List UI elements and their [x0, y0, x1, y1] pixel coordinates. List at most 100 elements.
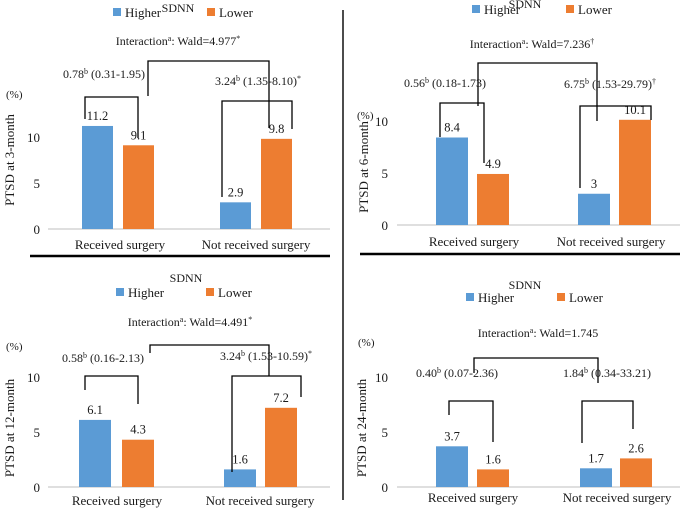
bar-higher-received [436, 446, 468, 487]
y-tick-label: 0 [34, 480, 41, 495]
category-label-not-received: Not received surgery [206, 493, 315, 508]
not-received-surgery-annotation: 1.84b (0.34-33.21) [563, 366, 651, 381]
legend-swatch-lower [557, 293, 565, 301]
data-label-higher-received: 6.1 [87, 403, 103, 417]
not-received-surgery-bracket [231, 375, 302, 472]
legend-label-higher: Higher [484, 2, 521, 17]
y-tick-label: 5 [34, 176, 41, 191]
y-tick-label: 10 [375, 370, 388, 385]
received-surgery-annotation: 0.78b (0.31-1.95) [63, 67, 145, 82]
not-received-surgery-bracket [221, 100, 293, 197]
category-label-received: Received surgery [428, 490, 519, 505]
y-unit-label: (%) [6, 89, 23, 101]
bar-lower-not-received [619, 119, 651, 225]
y-tick-label: 0 [382, 480, 389, 495]
bar-lower-received [477, 173, 509, 225]
data-label-higher-received: 3.7 [444, 429, 460, 443]
legend-swatch-higher [472, 5, 480, 13]
category-label-received: Received surgery [429, 234, 520, 249]
y-unit-label: (%) [357, 110, 374, 122]
y-tick-label: 5 [382, 425, 389, 440]
received-surgery-annotation: 0.56b (0.18-1.73) [404, 76, 486, 91]
data-label-lower-not-received: 2.6 [628, 441, 644, 455]
bar-higher-received [436, 137, 468, 225]
data-label-higher-received: 8.4 [444, 121, 460, 135]
bar-lower-not-received [261, 138, 292, 229]
y-tick-label: 0 [382, 218, 389, 233]
data-label-higher-not-received: 2.9 [228, 185, 244, 199]
interaction-annotation: Interactiona: Wald=4.491* [128, 315, 252, 330]
bar-lower-received [123, 145, 154, 229]
data-label-lower-not-received: 10.1 [624, 103, 646, 117]
bar-lower-received [477, 469, 509, 487]
y-tick-label: 10 [27, 130, 40, 145]
interaction-annotation: Interactiona: Wald=7.236† [470, 37, 594, 52]
data-label-lower-not-received: 9.8 [269, 122, 285, 136]
data-label-higher-not-received: 1.7 [588, 451, 604, 465]
not-received-surgery-annotation: 3.24b (1.35-8.10)* [215, 74, 301, 89]
data-label-higher-not-received: 1.6 [232, 452, 248, 466]
category-label-received: Received surgery [75, 237, 166, 252]
data-label-higher-received: 11.2 [87, 109, 108, 123]
category-label-not-received: Not received surgery [557, 234, 666, 249]
y-axis-label: PTSD at 3-month [2, 114, 17, 206]
bar-higher-received [79, 419, 111, 487]
legend-title: SDNN [170, 271, 203, 285]
bar-higher-not-received [220, 202, 251, 229]
y-unit-label: (%) [358, 337, 375, 349]
y-axis-label: PTSD at 6-month [356, 121, 371, 213]
data-label-lower-not-received: 7.2 [273, 391, 289, 405]
not-received-surgery-annotation: 3.24b (1.53-10.59)* [220, 349, 312, 364]
legend-label-lower: Lower [578, 2, 613, 17]
data-label-higher-not-received: 3 [591, 177, 597, 191]
received-surgery-annotation: 0.40b (0.07-2.36) [416, 366, 498, 381]
received-surgery-bracket [439, 102, 485, 163]
panel-3: SDNN Higher Lower 0 5 10 (%) PTSD at 12-month 6.… [2, 271, 330, 508]
interaction-bracket [477, 62, 598, 121]
interaction-annotation: Interactiona: Wald=4.977* [116, 34, 240, 49]
y-axis-label: PTSD at 12-month [2, 378, 17, 477]
data-label-lower-received: 1.6 [485, 452, 501, 466]
bar-lower-received [122, 439, 154, 487]
received-surgery-annotation: 0.58b (0.16-2.13) [62, 351, 144, 366]
category-label-not-received: Not received surgery [202, 237, 311, 252]
category-label-not-received: Not received surgery [563, 490, 672, 505]
interaction-annotation: Interactiona: Wald=1.745 [478, 326, 598, 341]
legend-swatch-higher [116, 288, 124, 296]
not-received-surgery-annotation: 6.75b (1.53-29.79)† [564, 77, 656, 92]
received-surgery-bracket [84, 375, 139, 404]
legend-label-lower: Lower [569, 290, 604, 305]
bar-higher-not-received [580, 468, 612, 487]
y-tick-label: 5 [34, 425, 41, 440]
interaction-bracket [473, 357, 599, 383]
legend-label-higher: Higher [478, 290, 515, 305]
y-axis-label: PTSD at 24-month [354, 378, 369, 477]
bar-higher-received [82, 125, 113, 229]
legend-label-lower: Lower [218, 285, 253, 300]
legend-label-higher: Higher [125, 5, 162, 20]
data-label-lower-received: 4.3 [130, 423, 146, 437]
y-tick-label: 0 [34, 222, 41, 237]
received-surgery-bracket [448, 400, 494, 442]
y-tick-label: 5 [382, 166, 389, 181]
interaction-bracket [149, 344, 270, 376]
legend-title: SDNN [162, 1, 195, 15]
legend-swatch-higher [466, 293, 474, 301]
legend-label-higher: Higher [128, 285, 165, 300]
not-received-surgery-bracket [581, 400, 634, 443]
legend-title: SDNN [509, 0, 542, 11]
legend-label-lower: Lower [219, 5, 254, 20]
legend-swatch-lower [566, 5, 574, 13]
legend-swatch-lower [207, 8, 215, 16]
not-received-surgery-bracket [579, 105, 652, 188]
bar-higher-not-received [224, 469, 256, 487]
data-label-lower-received: 4.9 [485, 157, 501, 171]
received-surgery-bracket [84, 96, 139, 138]
category-label-received: Received surgery [72, 493, 163, 508]
bar-higher-not-received [578, 193, 610, 225]
legend-swatch-higher [113, 8, 121, 16]
legend-swatch-lower [206, 288, 214, 296]
